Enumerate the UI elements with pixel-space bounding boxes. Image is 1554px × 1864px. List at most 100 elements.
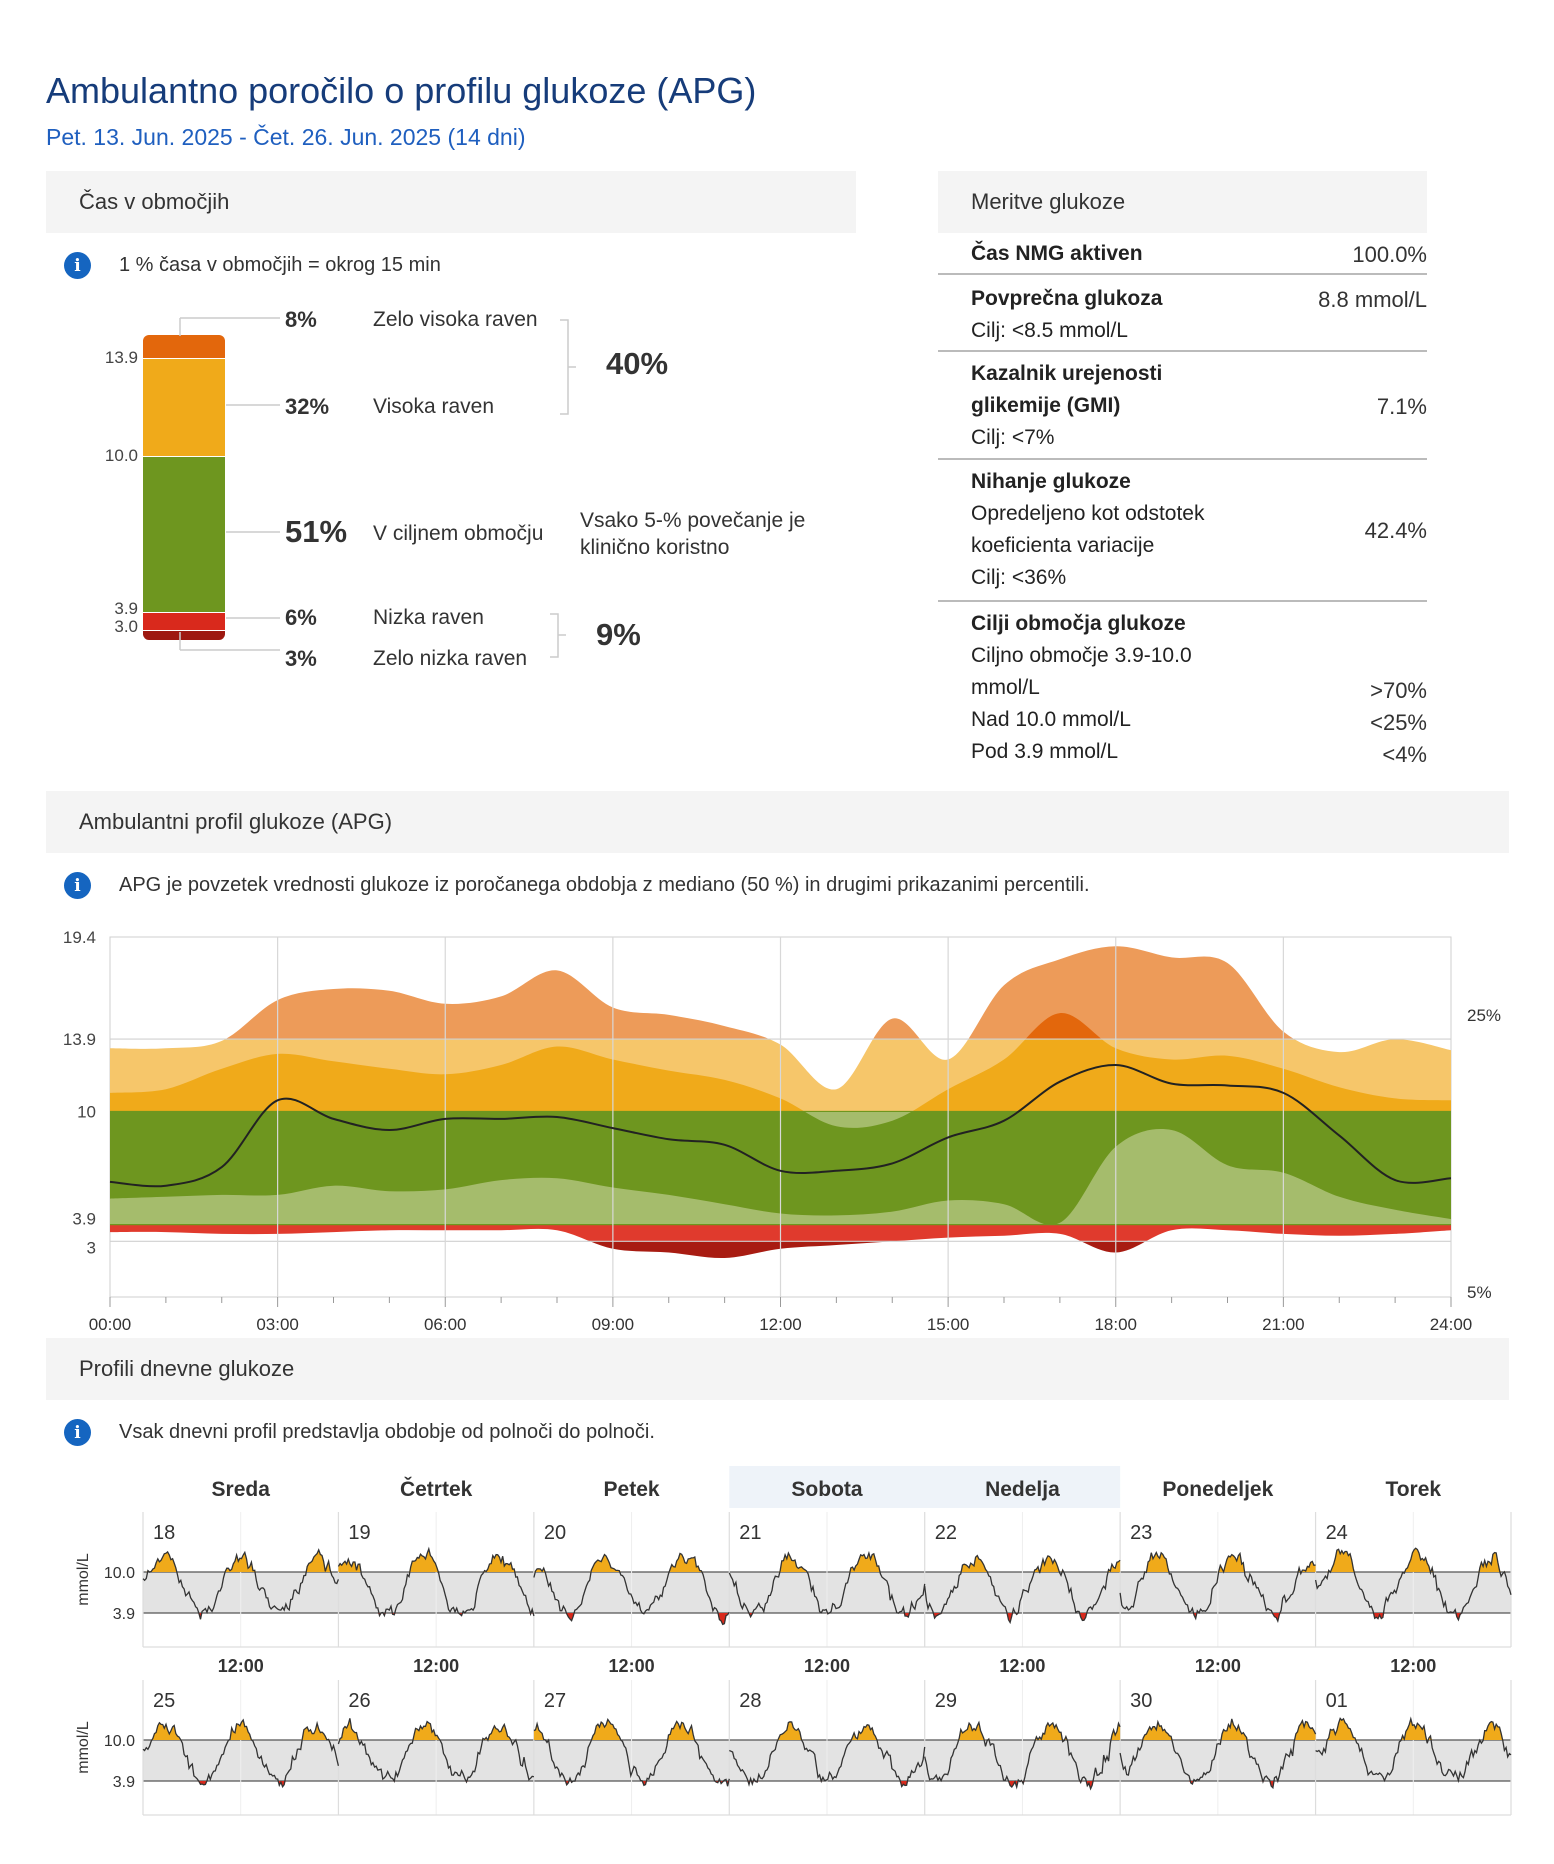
tir-info-text: 1 % časa v območjih = okrog 15 min [119, 254, 441, 276]
agp-x-tick-label: 06:00 [424, 1315, 467, 1330]
daily-noon-label: 12:00 [1390, 1656, 1436, 1676]
daily-high-area [143, 1720, 339, 1740]
tir-axis-label: 3.9 [114, 599, 138, 618]
metric-value: 7.1% [1376, 394, 1427, 419]
daily-info-text: Vsak dnevni profil predstavlja obdobje o… [119, 1421, 655, 1443]
daily-high-area [533, 1553, 730, 1572]
tir-segment-low [143, 612, 225, 631]
daily-y-label: 3.9 [113, 1774, 135, 1791]
daily-unit-label: mmol/L [75, 1721, 92, 1774]
agp-x-tick-label: 12:00 [759, 1315, 802, 1330]
daily-noon-label: 12:00 [1195, 1656, 1241, 1676]
agp-y-tick-label: 10 [77, 1102, 96, 1121]
agp-inner-band [1025, 1013, 1102, 1040]
info-icon: i [64, 1419, 91, 1446]
daily-high-area [1120, 1718, 1316, 1740]
goal-label: Pod 3.9 mmol/L [971, 740, 1119, 763]
daily-glucose-trace [533, 1552, 730, 1626]
weekday-label: Nedelja [985, 1478, 1060, 1501]
tir-target-label: V ciljnem območju [373, 522, 544, 545]
daily-noon-label: 12:00 [413, 1656, 459, 1676]
daily-glucose-trace [729, 1721, 926, 1788]
daily-y-label: 10.0 [104, 1565, 135, 1582]
goal-label: Ciljno območje 3.9-10.0 [971, 644, 1192, 667]
daily-date-label: 20 [544, 1522, 566, 1544]
goal-value: <25% [1370, 710, 1427, 735]
metric-label: glikemije (GMI) [971, 394, 1121, 417]
agp-x-tick-label: 00:00 [89, 1315, 132, 1330]
daily-high-area [729, 1553, 925, 1572]
report-date-range: Pet. 13. Jun. 2025 - Čet. 26. Jun. 2025 … [46, 124, 526, 150]
tir-segment-very-high [143, 335, 225, 360]
daily-noon-label: 12:00 [804, 1656, 850, 1676]
daily-date-label: 26 [348, 1690, 370, 1712]
metric-label: Povprečna glukoza [971, 287, 1163, 310]
daily-date-label: 27 [544, 1690, 566, 1712]
metrics-table: Čas NMG aktiven 100.0% Povprečna glukoza… [938, 232, 1427, 772]
agp-outer-band [590, 1241, 1146, 1259]
daily-date-label: 19 [348, 1522, 370, 1544]
daily-glucose-trace [337, 1546, 535, 1618]
daily-high-area [1315, 1718, 1511, 1740]
agp-right-label-top: 25% [1467, 1006, 1502, 1025]
weekday-label: Ponedeljek [1162, 1478, 1273, 1501]
daily-high-area [924, 1555, 1121, 1572]
daily-high-area [533, 1719, 730, 1740]
daily-noon-label: 12:00 [999, 1656, 1045, 1676]
metric-desc: koeficienta variacije [971, 534, 1155, 557]
metric-goal: Cilj: <8.5 mmol/L [971, 319, 1128, 342]
daily-date-label: 30 [1130, 1690, 1152, 1712]
daily-high-area [143, 1549, 339, 1572]
weekday-label: Torek [1385, 1478, 1441, 1501]
metric-value: 8.8 mmol/L [1318, 287, 1427, 312]
metric-goal: Cilj: <7% [971, 426, 1055, 449]
daily-high-area [924, 1722, 1121, 1740]
info-icon: i [64, 252, 91, 279]
daily-y-label: 3.9 [113, 1606, 135, 1623]
page-title: Ambulantno poročilo o profilu glukoze (A… [46, 70, 757, 111]
daily-date-label: 18 [153, 1522, 175, 1544]
agp-info-text: APG je povzetek vrednosti glukoze iz por… [119, 874, 1090, 896]
metric-value: 100.0% [1352, 242, 1427, 267]
daily-date-label: 25 [153, 1690, 175, 1712]
daily-date-label: 29 [935, 1690, 957, 1712]
agp-x-tick-label: 09:00 [592, 1315, 635, 1330]
daily-date-label: 22 [935, 1522, 957, 1544]
agp-x-tick-label: 03:00 [256, 1315, 299, 1330]
weekend-header-highlight [729, 1466, 1121, 1508]
metric-row-range-goals: Cilji območja glukoze Ciljno območje 3.9… [938, 602, 1427, 772]
tir-low-label: Nizka raven [373, 606, 484, 629]
daily-glucose-trace [142, 1548, 340, 1620]
weekday-label: Petek [604, 1478, 660, 1501]
tir-segment-high [143, 359, 225, 457]
tir-section-header: Čas v območjih [46, 171, 856, 233]
daily-date-label: 01 [1326, 1690, 1348, 1712]
metric-goal: Cilj: <36% [971, 566, 1067, 589]
agp-section-header: Ambulantni profil glukoze (APG) [46, 791, 1509, 853]
daily-glucose-trace [728, 1550, 926, 1619]
daily-glucose-trace [142, 1718, 340, 1789]
tir-high-pct: 32% [285, 394, 330, 419]
goal-value: >70% [1370, 678, 1427, 703]
daily-date-label: 28 [739, 1690, 761, 1712]
daily-date-label: 21 [739, 1522, 761, 1544]
daily-low-area [729, 1781, 925, 1787]
daily-date-label: 23 [1130, 1522, 1152, 1544]
daily-unit-label: mmol/L [75, 1553, 92, 1606]
agp-x-tick-label: 21:00 [1262, 1315, 1305, 1330]
weekday-label: Sobota [791, 1478, 862, 1501]
agp-x-tick-label: 15:00 [927, 1315, 970, 1330]
metric-label: Cilji območja glukoze [971, 612, 1186, 635]
info-icon: i [64, 872, 91, 899]
goal-value: <4% [1382, 742, 1427, 767]
tir-very-low-pct: 3% [285, 646, 317, 671]
agp-x-tick-label: 18:00 [1094, 1315, 1137, 1330]
agp-median-line [109, 1063, 1452, 1188]
daily-glucose-trace [337, 1718, 535, 1784]
daily-high-area [1315, 1548, 1511, 1572]
tir-low-total: 9% [596, 617, 641, 652]
agp-x-tick-label: 24:00 [1430, 1315, 1473, 1330]
metric-row-cgm-active: Čas NMG aktiven 100.0% [938, 232, 1427, 275]
daily-date-label: 24 [1326, 1522, 1348, 1544]
tir-connectors [179, 317, 576, 658]
